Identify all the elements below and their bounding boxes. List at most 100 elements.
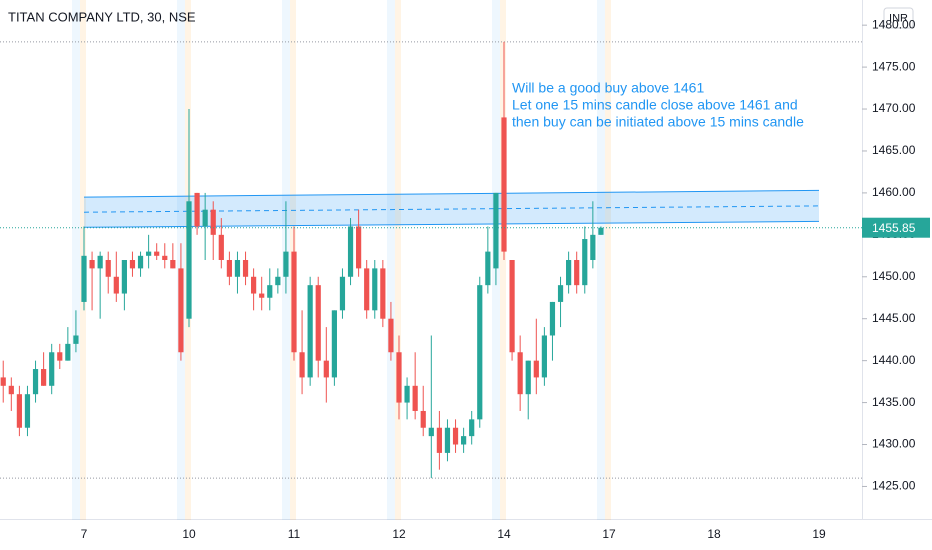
- y-tick-label: 1450.00: [872, 269, 916, 283]
- session-band: [605, 0, 611, 520]
- x-tick-label: 14: [497, 527, 511, 541]
- candle-body: [307, 285, 313, 378]
- x-tick-label: 18: [707, 527, 721, 541]
- candle-body: [178, 268, 184, 353]
- candle-body: [323, 360, 329, 378]
- candle-body: [299, 352, 305, 378]
- y-tick-label: 1480.00: [872, 17, 916, 31]
- candle-body: [275, 276, 281, 286]
- candle-body: [566, 260, 572, 286]
- candle-body: [65, 343, 71, 361]
- candle-body: [598, 227, 604, 235]
- x-tick-label: 17: [602, 527, 616, 541]
- chart-title: TITAN COMPANY LTD, 30, NSE: [8, 9, 196, 24]
- candle-body: [428, 427, 434, 437]
- y-tick-label: 1470.00: [872, 101, 916, 115]
- candle-body: [444, 427, 451, 453]
- annotation-text: Will be a good buy above 1461: [512, 80, 704, 96]
- candle-body: [509, 260, 515, 353]
- candle-body: [97, 255, 103, 269]
- candle-body: [251, 276, 257, 294]
- candle-body: [380, 268, 386, 319]
- candle-body: [283, 251, 289, 277]
- candle-body: [372, 268, 378, 311]
- y-tick-label: 1460.00: [872, 185, 916, 199]
- candle-body: [549, 301, 556, 336]
- channel-upper: [83, 189, 820, 198]
- candle-body: [16, 394, 22, 428]
- candle-body: [218, 234, 224, 260]
- candle-body: [404, 385, 410, 403]
- last-price-label: 1455.85: [872, 221, 916, 235]
- candle-body: [315, 285, 321, 361]
- candle-body: [461, 436, 467, 445]
- annotation-text: then buy can be initiated above 15 mins …: [512, 114, 804, 130]
- candle-body: [57, 352, 63, 361]
- x-tick-label: 19: [812, 527, 826, 541]
- candle-body: [41, 369, 47, 386]
- x-tick-label: 7: [81, 527, 88, 541]
- session-band: [387, 0, 395, 520]
- candle-body: [32, 369, 39, 395]
- candle-body: [477, 285, 483, 420]
- candle-body: [226, 260, 232, 277]
- session-band: [500, 0, 506, 520]
- candle-body: [170, 260, 176, 269]
- candle-body: [194, 192, 200, 227]
- candle-body: [356, 226, 362, 269]
- y-tick-label: 1475.00: [872, 59, 916, 73]
- candle-body: [364, 268, 370, 311]
- candle-body: [574, 260, 580, 286]
- candle-body: [396, 352, 402, 403]
- candle-body: [436, 427, 442, 453]
- channel-fill: [84, 190, 819, 228]
- x-tick-label: 12: [392, 527, 406, 541]
- candle-body: [234, 260, 241, 277]
- candle-body: [162, 255, 168, 260]
- candle-body: [121, 260, 127, 294]
- x-tick-label: 11: [288, 527, 301, 541]
- candle-body: [0, 377, 6, 386]
- candle-body: [202, 209, 208, 227]
- currency-label[interactable]: INR: [889, 12, 908, 24]
- candle-body: [517, 352, 523, 395]
- candle-body: [210, 209, 216, 235]
- candle-body: [154, 251, 160, 256]
- currency-button[interactable]: [883, 7, 914, 29]
- candle-body: [137, 255, 144, 269]
- candle-body: [452, 427, 459, 445]
- candle-body: [105, 260, 111, 277]
- annotation-text: Let one 15 mins candle close above 1461 …: [512, 97, 798, 113]
- y-tick-label: 1440.00: [872, 353, 916, 367]
- y-tick-label: 1435.00: [872, 395, 916, 409]
- candle-body: [501, 117, 507, 252]
- last-price-box: [862, 217, 930, 238]
- candle-body: [485, 251, 491, 286]
- candle-body: [582, 239, 588, 286]
- candle-body: [347, 226, 354, 277]
- candle-body: [533, 360, 539, 378]
- candle-body: [81, 255, 87, 302]
- session-band: [72, 0, 80, 520]
- candle-body: [590, 234, 596, 260]
- candle-body: [49, 352, 55, 386]
- candle-body: [557, 285, 564, 302]
- y-tick-label: 1430.00: [872, 437, 916, 451]
- candle-body: [267, 285, 273, 298]
- candle-body: [259, 293, 265, 298]
- y-tick-label: 1425.00: [872, 479, 916, 493]
- candle-body: [242, 260, 249, 277]
- plot-area: [0, 0, 862, 520]
- candle-body: [8, 385, 14, 395]
- channel-mid: [83, 205, 820, 213]
- candle-body: [388, 318, 394, 353]
- candle-body: [541, 335, 547, 378]
- candle-body: [412, 385, 418, 411]
- candle-body: [331, 310, 337, 378]
- candle-body: [291, 251, 297, 353]
- candle-body: [146, 251, 152, 256]
- session-band: [395, 0, 401, 520]
- candle-body: [129, 260, 136, 269]
